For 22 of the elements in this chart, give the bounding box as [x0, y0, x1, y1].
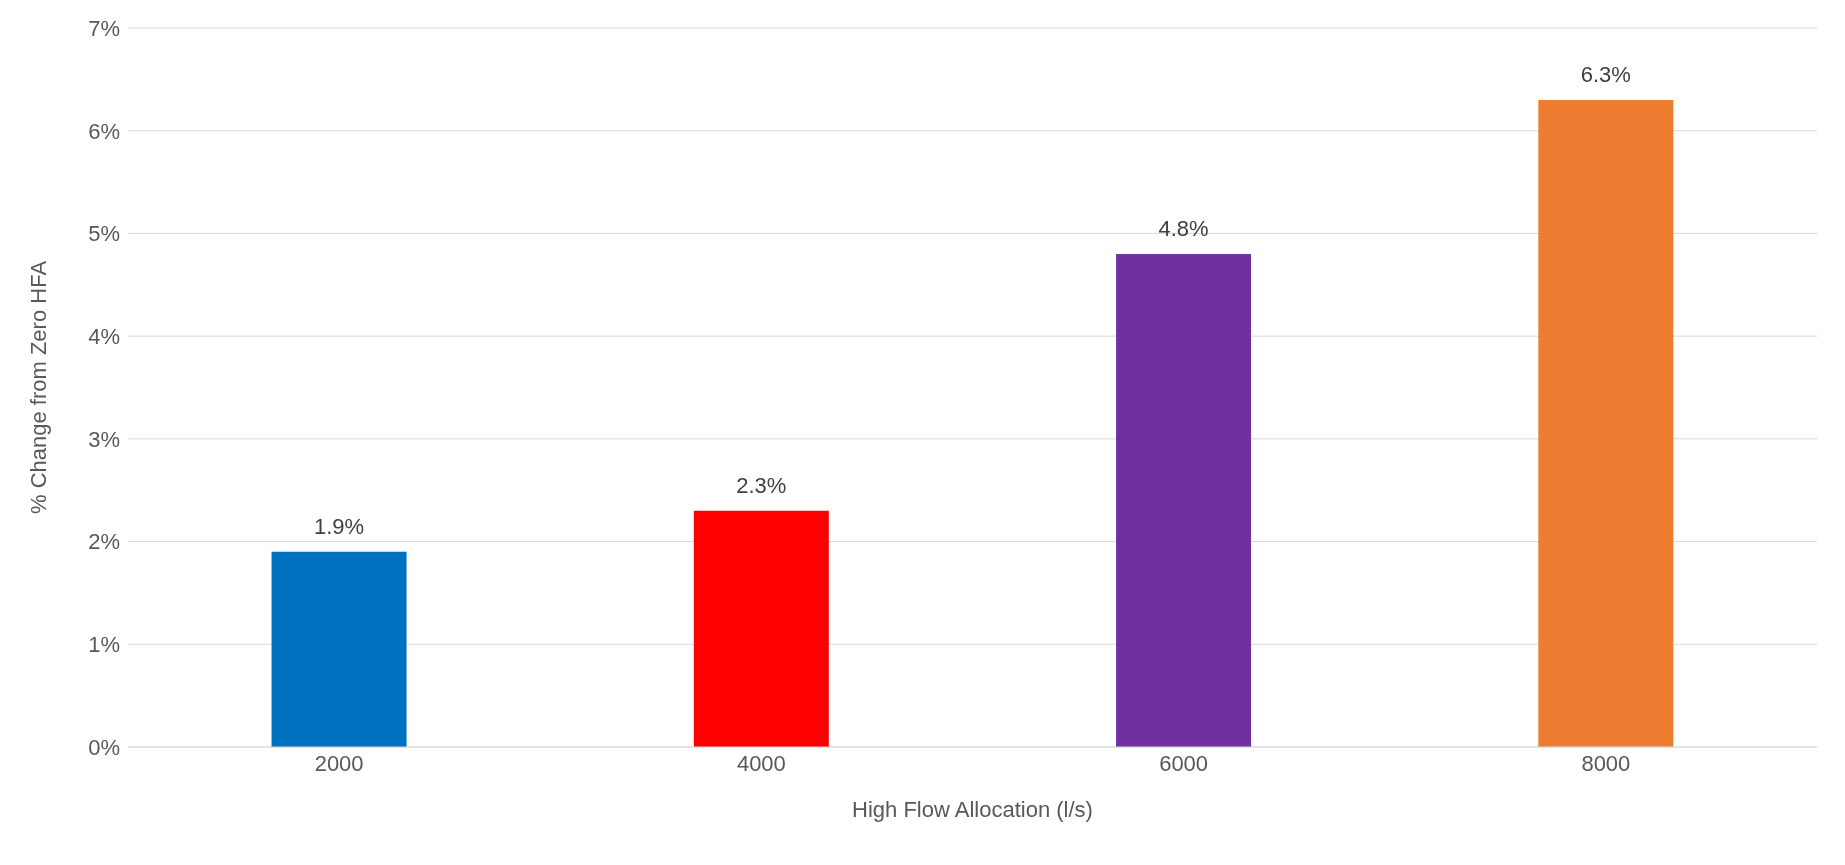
bar: [1116, 253, 1252, 747]
x-tick-label: 4000: [736, 750, 786, 776]
data-label: 2.3%: [736, 472, 787, 498]
bar: [271, 551, 407, 747]
y-tick-label: 5%: [88, 221, 120, 247]
y-tick-label: 6%: [88, 118, 120, 144]
bar: [693, 510, 829, 747]
x-axis-title: High Flow Allocation (l/s): [852, 797, 1093, 822]
y-tick-label: 2%: [88, 529, 120, 555]
data-label: 4.8%: [1158, 215, 1209, 241]
x-tick-label: 8000: [1581, 750, 1631, 776]
x-tick-label: 6000: [1159, 750, 1209, 776]
bar: [1538, 99, 1674, 747]
y-tick-label: 4%: [88, 323, 120, 349]
x-tick-label: 2000: [314, 750, 364, 776]
y-tick-label: 1%: [88, 632, 120, 658]
data-label: 6.3%: [1580, 61, 1631, 87]
data-label: 1.9%: [313, 513, 365, 539]
y-tick-label: 0%: [88, 734, 120, 760]
y-tick-label: 7%: [88, 15, 120, 41]
y-axis-title: % Change from Zero HFA: [25, 260, 51, 515]
y-tick-label: 3%: [88, 426, 120, 452]
